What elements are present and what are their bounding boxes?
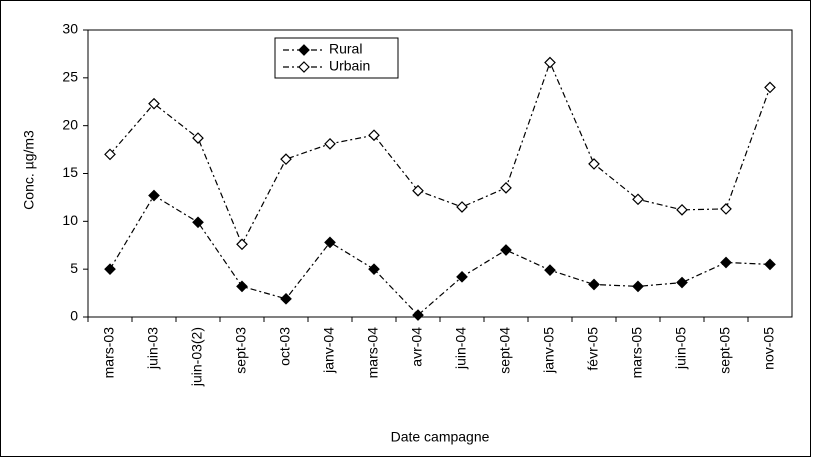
data-point <box>192 132 204 144</box>
x-tick-label: avr-04 <box>409 327 425 367</box>
x-tick-label: janv-05 <box>541 327 557 374</box>
data-point <box>236 280 248 293</box>
y-tick-label: 10 <box>62 212 78 228</box>
data-point <box>588 278 600 291</box>
x-tick-label: sept-04 <box>497 327 513 374</box>
x-tick-label: juin-05 <box>673 327 689 370</box>
data-point <box>368 129 380 142</box>
series-line <box>109 194 771 316</box>
data-point <box>412 309 424 321</box>
x-tick-label: nov-05 <box>761 327 777 370</box>
x-tick-label: juin-03 <box>145 327 161 370</box>
legend-marker <box>298 61 310 73</box>
data-point <box>500 244 512 256</box>
y-tick-label: 25 <box>62 69 78 85</box>
data-point <box>720 256 732 269</box>
data-point <box>500 182 512 194</box>
y-tick-label: 5 <box>70 260 78 276</box>
data-point <box>720 203 732 215</box>
x-tick-label: mars-04 <box>365 327 381 379</box>
legend-marker <box>298 44 310 56</box>
y-tick-label: 30 <box>62 21 78 37</box>
x-tick-label: sept-03 <box>233 327 249 374</box>
x-tick-label: mars-05 <box>629 327 645 379</box>
data-point <box>412 184 424 197</box>
data-point <box>632 280 644 293</box>
data-point <box>368 263 380 276</box>
data-point <box>764 258 776 271</box>
x-tick-label: oct-03 <box>277 327 293 366</box>
x-axis-label: Date campagne <box>391 429 490 445</box>
data-point <box>324 137 336 150</box>
data-point <box>104 148 116 161</box>
y-tick-label: 0 <box>70 308 78 324</box>
x-tick-label: févr-05 <box>585 327 601 371</box>
y-tick-label: 20 <box>62 116 78 132</box>
legend <box>274 37 399 79</box>
legend-label: Urbain <box>329 58 370 74</box>
data-point <box>676 276 688 289</box>
data-point <box>236 238 248 251</box>
x-tick-label: juin-03(2) <box>189 327 205 387</box>
chart-border <box>0 0 811 457</box>
y-tick-label: 15 <box>62 164 78 180</box>
data-point <box>588 158 600 170</box>
series-line <box>109 60 771 246</box>
data-point <box>456 201 468 213</box>
data-point <box>192 216 204 229</box>
data-point <box>324 236 336 249</box>
data-point <box>104 263 116 276</box>
data-point <box>544 264 556 276</box>
x-tick-label: juin-04 <box>453 327 469 370</box>
data-point <box>632 193 644 206</box>
data-point <box>676 204 688 216</box>
x-tick-label: sept-05 <box>717 327 733 374</box>
x-tick-label: mars-03 <box>101 327 117 379</box>
x-tick-label: janv-04 <box>321 327 337 374</box>
data-point <box>456 270 468 283</box>
legend-label: Rural <box>329 41 362 57</box>
data-point <box>544 56 556 69</box>
data-point <box>764 81 776 94</box>
data-point <box>280 292 292 305</box>
data-point <box>148 189 160 202</box>
data-point <box>280 153 292 165</box>
data-point <box>148 97 160 110</box>
y-axis-label: Conc. µg/m3 <box>21 130 37 210</box>
